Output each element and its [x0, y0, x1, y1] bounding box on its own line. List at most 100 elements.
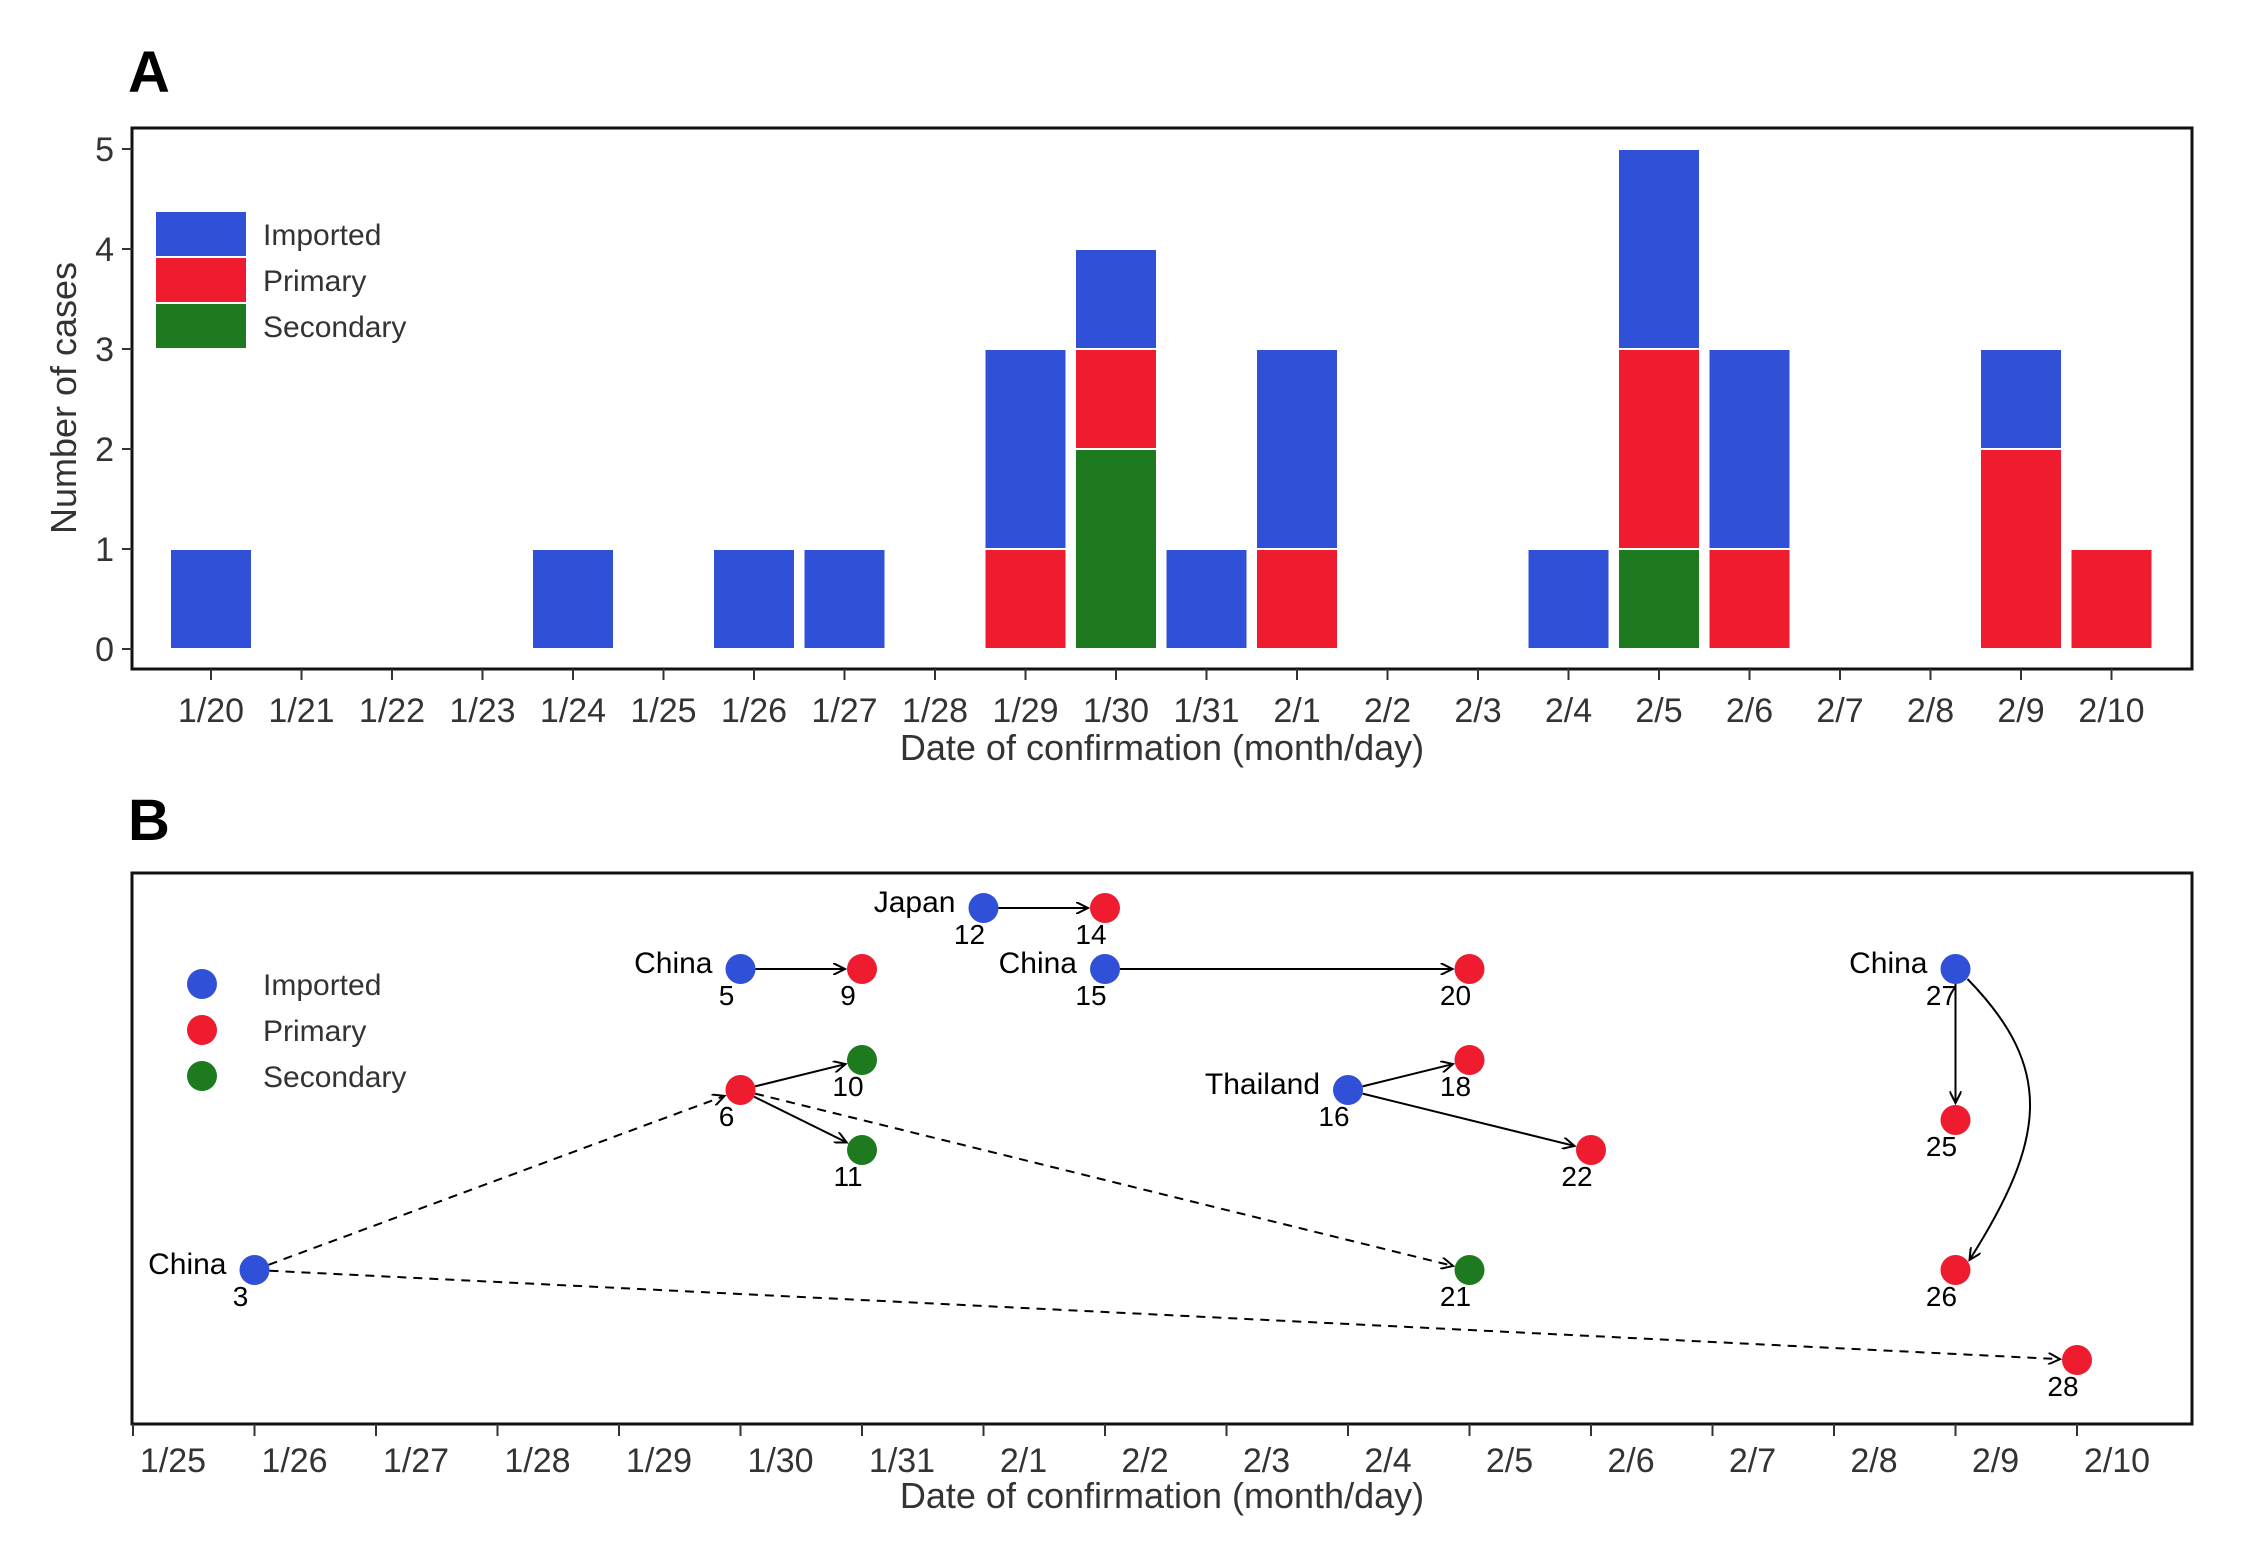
node-source-label: Thailand [1205, 1068, 1320, 1101]
node-source-label: China [999, 947, 1078, 980]
x-tick-label: 2/9 [1997, 692, 2044, 730]
node-id-label: 27 [1926, 980, 1957, 1011]
node-id-label: 15 [1075, 980, 1106, 1011]
node-id-label: 21 [1440, 1281, 1471, 1312]
node-15 [1090, 954, 1120, 984]
node-5 [725, 954, 756, 984]
y-tick-label: 1 [95, 531, 114, 569]
bar-primary-2/6 [1707, 548, 1792, 650]
node-id-label: 12 [954, 919, 985, 950]
x-tick-label: 2/8 [1907, 692, 1954, 730]
panel-b-x-axis-label: Date of confirmation (month/day) [900, 1475, 1424, 1516]
bar-primary-1/30 [1074, 348, 1158, 450]
node-20 [1454, 954, 1485, 984]
x-tick-label: 1/27 [811, 692, 877, 730]
legend-label-primary: Primary [263, 265, 366, 298]
bar-imported-1/31 [1164, 548, 1249, 650]
node-source-label: China [1849, 947, 1928, 980]
x-tick-label: 1/20 [178, 692, 244, 730]
legend-label-secondary: Secondary [263, 311, 406, 344]
y-tick-label: 5 [95, 131, 114, 169]
y-tick-label: 4 [95, 231, 114, 269]
link-16-18 [1362, 1064, 1453, 1088]
bar-primary-2/5 [1617, 348, 1701, 550]
node-source-label: China [148, 1248, 227, 1281]
node-id-label: 14 [1075, 919, 1106, 950]
node-11 [847, 1135, 877, 1165]
panel-b-legend: Imported Primary Secondary [187, 969, 406, 1094]
node-9 [847, 954, 877, 984]
x-tick-label: 1/28 [902, 692, 968, 730]
x-tick-label: 1/26 [721, 692, 787, 730]
y-tick-label: 0 [95, 631, 114, 669]
bar-imported-2/6 [1707, 348, 1792, 550]
legend-swatch-secondary [156, 304, 246, 348]
x-tick-label: 2/10 [2084, 1442, 2150, 1480]
x-tick-label: 2/3 [1454, 692, 1501, 730]
bar-imported-1/30 [1074, 248, 1158, 350]
legend-label-imported: Imported [263, 219, 381, 252]
node-id-label: 3 [233, 1281, 249, 1312]
node-26 [1940, 1255, 1971, 1285]
y-tick-label: 3 [95, 331, 114, 369]
node-source-label: China [634, 947, 713, 980]
x-tick-label: 1/30 [747, 1442, 813, 1480]
node-id-label: 28 [2047, 1371, 2078, 1402]
x-tick-label: 2/7 [1729, 1442, 1776, 1480]
x-tick-label: 2/4 [1545, 692, 1592, 730]
node-id-label: 10 [832, 1071, 863, 1102]
node-16 [1333, 1075, 1363, 1105]
node-22 [1576, 1135, 1606, 1165]
x-tick-label: 2/1 [1000, 1442, 1047, 1480]
bar-imported-1/26 [712, 548, 796, 650]
node-28 [2062, 1345, 2092, 1375]
legend-swatch-imported [156, 212, 246, 256]
link-16-22 [1362, 1092, 1575, 1146]
bar-imported-2/1 [1255, 348, 1339, 550]
x-tick-label: 1/25 [630, 692, 696, 730]
bar-imported-2/4 [1526, 548, 1611, 650]
link-6-11 [753, 1095, 847, 1143]
link-3-6 [268, 1096, 725, 1266]
x-tick-label: 2/7 [1816, 692, 1863, 730]
bar-imported-1/29 [983, 348, 1068, 550]
x-tick-label: 1/28 [504, 1442, 570, 1480]
panel-a-x-axis-label: Date of confirmation (month/day) [900, 727, 1424, 768]
node-id-label: 18 [1440, 1071, 1471, 1102]
x-tick-label: 2/3 [1243, 1442, 1290, 1480]
node-27 [1940, 954, 1971, 984]
x-tick-label: 1/29 [992, 692, 1058, 730]
node-id-label: 9 [840, 980, 856, 1011]
x-tick-label: 1/26 [261, 1442, 327, 1480]
bar-secondary-1/30 [1074, 448, 1158, 650]
x-tick-label: 2/5 [1486, 1442, 1533, 1480]
legend-dot-secondary [187, 1061, 217, 1091]
legend-label-imported: Imported [263, 969, 381, 1002]
x-tick-label: 2/6 [1726, 692, 1773, 730]
bar-imported-1/27 [802, 548, 887, 650]
x-tick-label: 2/8 [1850, 1442, 1897, 1480]
node-25 [1940, 1105, 1971, 1135]
x-tick-label: 1/21 [268, 692, 334, 730]
panel-a-frame [130, 126, 2194, 671]
node-6 [725, 1075, 756, 1105]
x-tick-label: 1/30 [1083, 692, 1149, 730]
legend-label-secondary: Secondary [263, 1061, 406, 1094]
x-tick-label: 1/22 [359, 692, 425, 730]
x-tick-label: 2/6 [1607, 1442, 1654, 1480]
link-3-28 [269, 1269, 2060, 1359]
panel-b-nodes: 3China5China69101112Japan1415China16Thai… [148, 886, 2092, 1402]
bar-primary-2/10 [2069, 548, 2154, 650]
x-tick-label: 2/1 [1273, 692, 1320, 730]
x-tick-label: 2/2 [1121, 1442, 1168, 1480]
node-id-label: 22 [1561, 1161, 1592, 1192]
bar-imported-1/20 [169, 548, 253, 650]
x-tick-label: 2/9 [1972, 1442, 2019, 1480]
node-id-label: 11 [833, 1161, 862, 1192]
node-id-label: 20 [1440, 980, 1471, 1011]
x-tick-label: 2/4 [1364, 1442, 1411, 1480]
x-tick-label: 1/29 [626, 1442, 692, 1480]
x-tick-label: 1/23 [449, 692, 515, 730]
bar-primary-1/29 [983, 548, 1068, 650]
